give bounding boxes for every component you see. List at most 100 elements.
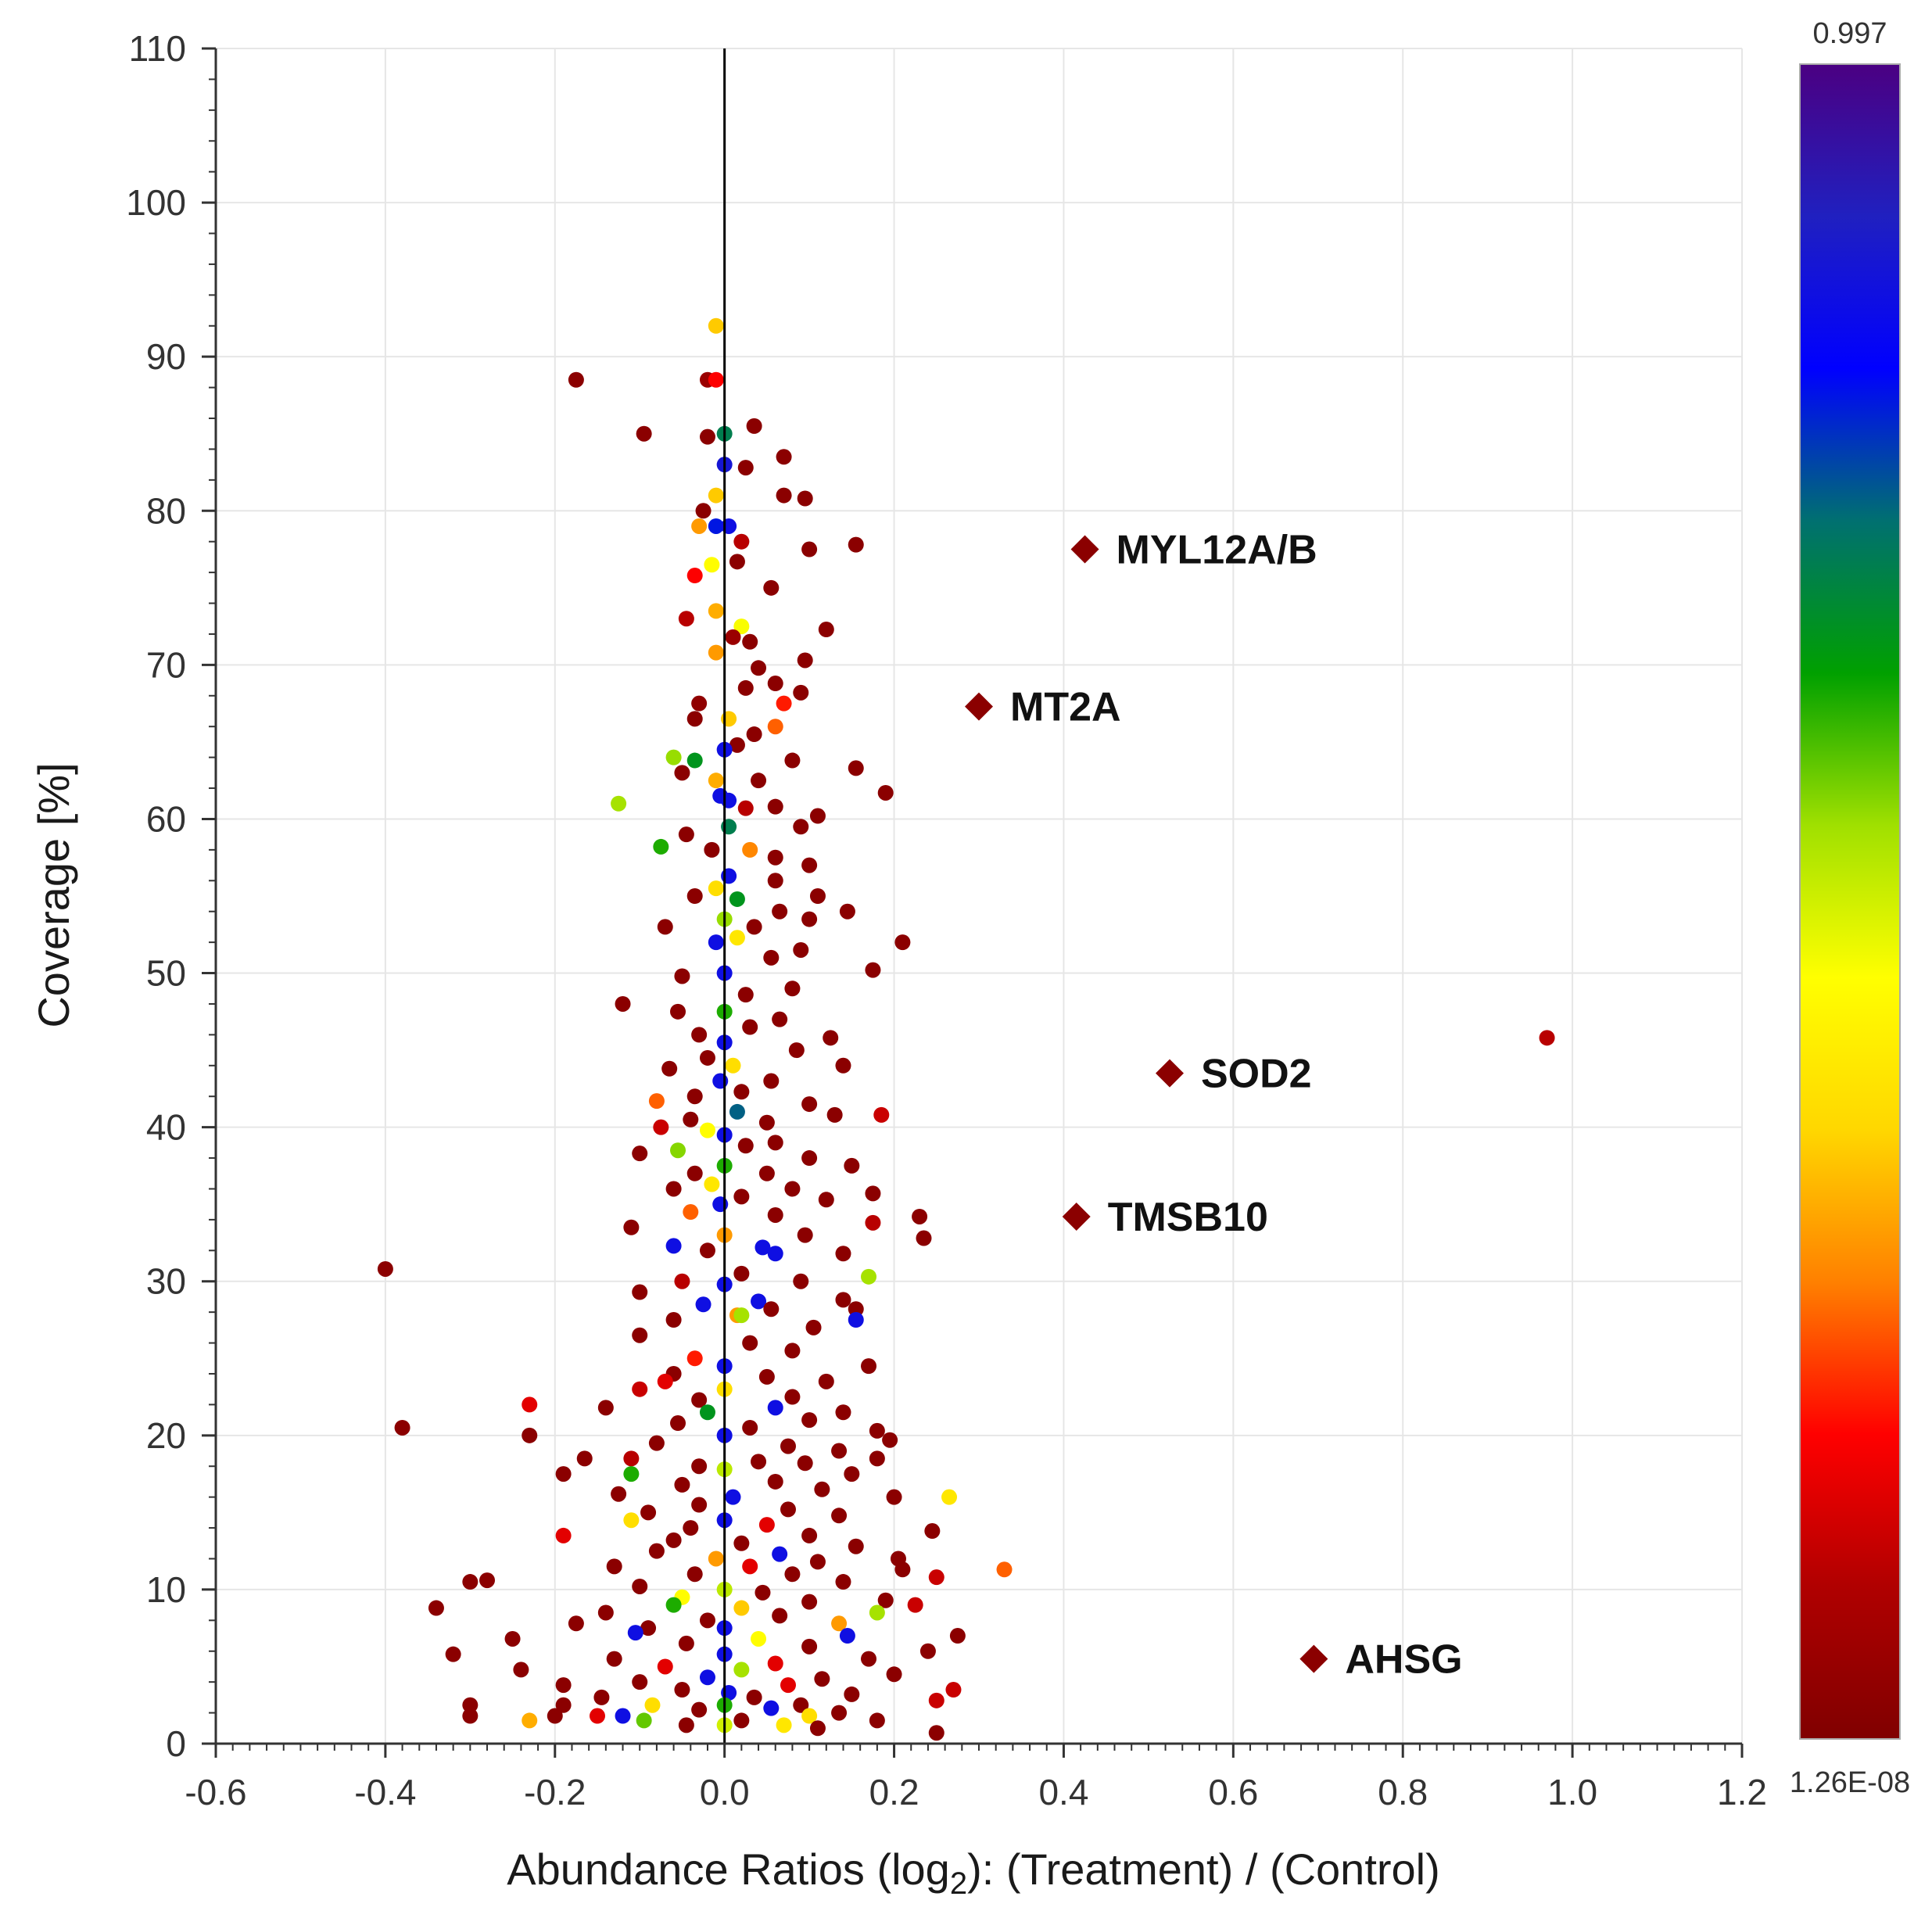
y-tick-label: 90	[146, 336, 186, 377]
data-point	[848, 536, 864, 553]
data-point	[665, 1181, 682, 1197]
data-point	[818, 1373, 834, 1389]
data-point	[686, 1088, 703, 1105]
data-point	[691, 518, 708, 534]
data-point	[729, 737, 745, 753]
data-point	[844, 1157, 860, 1174]
data-point	[623, 1466, 640, 1482]
axes	[202, 47, 1744, 1758]
data-point	[848, 1301, 864, 1318]
y-tick-label: 80	[146, 490, 186, 531]
data-point	[699, 1669, 715, 1686]
data-point	[801, 911, 818, 927]
highlight-label: TMSB10	[1108, 1195, 1268, 1240]
data-point	[708, 880, 724, 897]
data-point	[555, 1527, 572, 1543]
data-point	[513, 1662, 529, 1678]
data-point	[823, 1030, 839, 1046]
data-point	[733, 1188, 750, 1205]
data-point	[869, 1604, 885, 1621]
data-point	[712, 1196, 729, 1213]
data-point	[597, 1400, 614, 1416]
data-point	[818, 1192, 834, 1208]
data-point	[721, 792, 737, 808]
data-point	[665, 1312, 682, 1328]
data-point	[611, 1486, 627, 1502]
data-point	[590, 1708, 605, 1724]
data-point	[691, 695, 708, 712]
data-point	[606, 1558, 622, 1575]
data-point	[648, 1543, 665, 1559]
data-point	[877, 1592, 894, 1608]
data-point	[737, 460, 754, 476]
data-point	[916, 1230, 932, 1246]
data-point	[751, 1454, 767, 1470]
y-tick-label: 0	[166, 1723, 186, 1764]
highlight-marker	[1062, 1202, 1091, 1231]
data-point	[784, 752, 801, 769]
data-point	[632, 1674, 648, 1690]
data-point	[763, 579, 780, 596]
data-point	[683, 1111, 699, 1127]
data-point	[767, 1473, 783, 1490]
data-point	[861, 1268, 877, 1285]
data-point	[665, 1532, 682, 1548]
data-point	[640, 1620, 657, 1637]
data-point	[721, 711, 737, 727]
data-point	[729, 554, 745, 570]
data-point	[865, 962, 881, 978]
data-point	[767, 1206, 783, 1223]
data-point	[865, 1214, 881, 1231]
data-point	[686, 1350, 703, 1367]
data-point	[784, 1566, 801, 1583]
data-point	[733, 1600, 750, 1616]
data-point	[776, 487, 792, 504]
data-point	[593, 1689, 610, 1705]
data-point	[670, 1003, 686, 1020]
colorbar	[1799, 63, 1901, 1740]
data-point	[708, 371, 724, 388]
data-point	[686, 888, 703, 904]
data-point	[1539, 1030, 1555, 1046]
x-tick-labels: -0.6 -0.4 -0.2 0.0 0.2 0.4 0.6 0.8 1.0 1.2	[185, 1772, 1767, 1812]
data-point	[733, 618, 750, 635]
data-point	[665, 1238, 682, 1254]
data-point	[721, 868, 737, 884]
data-point	[704, 841, 720, 858]
data-point	[767, 676, 783, 692]
data-point	[751, 660, 767, 676]
y-tick-label: 60	[146, 798, 186, 839]
data-point	[708, 934, 724, 951]
data-point	[729, 930, 745, 946]
data-point	[695, 1296, 712, 1313]
data-point	[797, 1227, 813, 1243]
data-point	[793, 941, 809, 958]
x-tick-label: -0.2	[524, 1772, 586, 1812]
data-point	[683, 1204, 699, 1221]
data-point	[848, 1538, 864, 1554]
data-point	[686, 1165, 703, 1181]
data-point	[522, 1396, 538, 1413]
x-tick-label: 1.2	[1717, 1772, 1767, 1812]
data-point	[793, 819, 809, 835]
data-point	[699, 1049, 715, 1066]
data-point	[462, 1708, 479, 1724]
data-point	[784, 1389, 801, 1405]
data-point	[797, 1455, 813, 1472]
data-point	[919, 1643, 936, 1659]
highlight-marker	[1156, 1059, 1184, 1088]
data-point	[691, 1027, 708, 1043]
data-point	[784, 981, 801, 997]
data-point	[742, 1558, 758, 1575]
data-point	[691, 1497, 708, 1513]
data-point	[695, 503, 712, 519]
data-point	[733, 1307, 750, 1324]
data-point	[746, 919, 762, 935]
data-point	[522, 1712, 538, 1729]
data-point	[839, 903, 855, 920]
data-point	[428, 1600, 444, 1616]
data-point	[788, 1042, 805, 1059]
data-point	[576, 1450, 593, 1467]
data-point	[746, 1689, 762, 1705]
y-tick-label: 110	[129, 28, 186, 69]
